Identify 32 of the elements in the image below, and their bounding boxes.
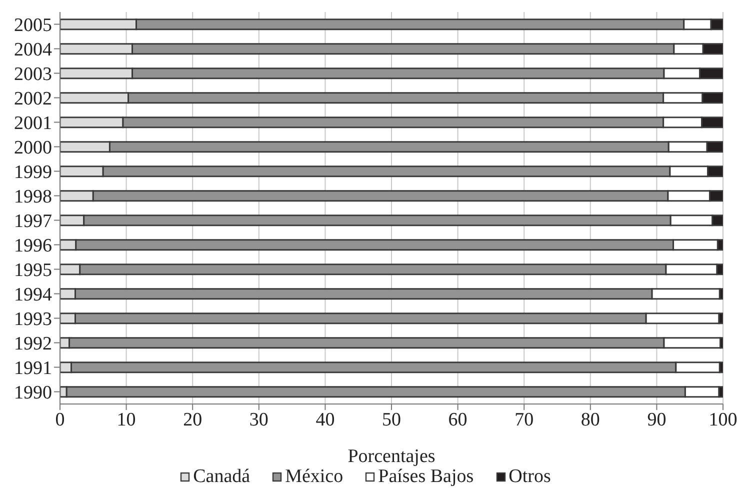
y-tick-label: 1993 xyxy=(14,308,52,330)
legend-label: Otros xyxy=(508,466,551,488)
y-tick-label: 1991 xyxy=(14,358,52,379)
y-tick-label: 1999 xyxy=(14,162,52,183)
x-tick-label: 10 xyxy=(116,409,136,430)
y-tick-label: 1997 xyxy=(14,210,52,232)
x-tick-label: 80 xyxy=(580,409,600,430)
y-tick-label: 2003 xyxy=(14,64,52,85)
x-tick-label: 50 xyxy=(382,409,401,430)
x-tick-label: 0 xyxy=(55,409,65,430)
x-tick-label: 90 xyxy=(647,409,666,430)
legend-label: México xyxy=(285,466,344,488)
x-tick-label: 60 xyxy=(448,409,468,430)
x-tick-label: 30 xyxy=(249,409,268,430)
y-tick-label: 1995 xyxy=(14,260,52,281)
y-tick-label: 1994 xyxy=(14,284,52,306)
y-tick-label: 2004 xyxy=(14,39,52,60)
x-axis-title: Porcentajes xyxy=(348,446,436,467)
y-tick-label: 1998 xyxy=(14,186,52,208)
y-tick-label: 1996 xyxy=(14,235,52,256)
x-tick-label: 100 xyxy=(708,409,737,430)
y-tick-label: 1992 xyxy=(14,333,52,354)
x-tick-label: 20 xyxy=(183,409,202,430)
y-tick-label: 1990 xyxy=(14,382,52,404)
y-tick-label: 2000 xyxy=(14,137,52,158)
x-tick-label: 70 xyxy=(514,409,534,430)
y-tick-label: 2002 xyxy=(14,88,52,110)
y-tick-label: 2001 xyxy=(14,112,52,134)
legend-label: Canadá xyxy=(193,466,250,488)
y-tick-label: 2005 xyxy=(14,14,52,36)
x-tick-label: 40 xyxy=(316,409,335,430)
legend-label: Países Bajos xyxy=(378,466,474,488)
